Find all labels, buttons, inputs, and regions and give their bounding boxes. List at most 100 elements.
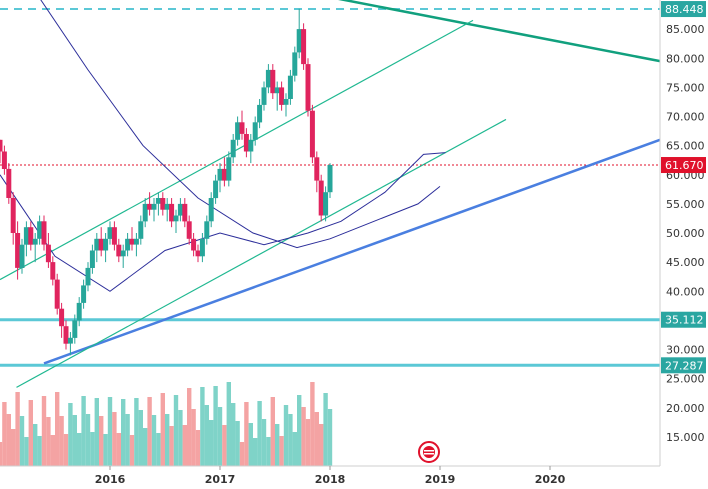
volume-bar [156,433,161,466]
candle-body [142,203,148,222]
candle-body [120,250,126,257]
price-badge-label: 61.670 [665,159,704,172]
candle-body [94,238,100,251]
volume-bar [165,414,170,466]
volume-bar [19,416,25,466]
volume-bar [209,420,214,466]
trendline [0,19,474,281]
volume-bar [2,402,7,466]
candle-body [147,203,153,210]
price-badge [661,1,706,18]
volume-bar [275,424,280,466]
y-tick-label: 45.000 [666,256,705,269]
candle-body [314,157,320,181]
volume-bar [244,402,249,466]
x-tick-label: 2017 [205,473,236,486]
candle-body [111,227,117,245]
volume-bar [160,393,165,466]
candle-body [59,308,65,327]
price-badge [661,357,706,374]
volume-bar [239,442,245,466]
volume-bar [283,405,289,466]
volume-bar [292,432,297,466]
candle-body [173,215,179,222]
volume-bar [187,388,192,466]
price-level-lines [0,8,660,367]
trendline [16,118,507,388]
volume-bar [11,429,16,466]
candle-body [270,69,276,94]
candle-body [72,320,78,338]
candle-body [177,203,183,216]
price-badge [661,311,706,328]
candle-body [164,203,170,210]
volume-bar [55,392,60,466]
candle-body [89,250,95,268]
volume-bar [107,397,113,466]
volume-bar [6,414,11,466]
candle-body [239,122,245,134]
candlesticks [0,8,333,356]
y-tick-label: 20.000 [666,402,705,415]
volume-bar [94,398,99,466]
candle-body [287,75,293,99]
candle-body [261,87,267,105]
y-tick-label: 50.000 [666,227,705,240]
candle-body [279,87,285,105]
volume-bar [288,414,293,466]
volume-bar [129,435,135,466]
volume-bar [231,403,236,466]
candle-body [155,198,161,204]
candle-body [15,233,21,268]
volume-bar [191,409,196,466]
candle-body [169,203,175,222]
volume-bar [301,407,306,466]
volume-bar [28,400,33,466]
candle-body [217,168,223,181]
y-tick-label: 15.000 [666,431,705,444]
y-tick-label: 85.000 [666,23,705,36]
candle-body [23,227,29,245]
candle-body [265,69,271,88]
volume-bar [138,410,143,466]
y-tick-label: 40.000 [666,285,705,298]
volume-bar [257,401,262,466]
candle-body [318,180,324,216]
volume-bar [72,415,77,466]
volume-bar [279,436,284,466]
y-tick-label: 75.000 [666,81,705,94]
candle-body [301,29,307,65]
candle-body [1,151,7,169]
volume-bar [217,407,223,466]
candle-body [45,244,51,263]
candle-body [133,238,139,245]
candle-body [257,104,263,123]
volume-bar [85,414,91,466]
volume-bar [235,421,240,466]
volume-bars [0,382,333,466]
candle-body [85,267,91,286]
candle-body [243,134,249,152]
moving-averages [0,0,446,292]
candle-body [10,198,16,233]
candle-body [208,198,214,222]
volume-bar [46,417,51,466]
volume-bar [305,419,311,466]
x-tick-label: 2020 [535,473,566,486]
volume-bar [24,437,29,466]
volume-bar [143,428,148,466]
candle-body [248,139,254,152]
candle-body [305,64,311,111]
candle-body [195,250,201,257]
candle-body [182,203,188,222]
volume-bar [41,396,47,466]
event-flag-icon[interactable] [418,441,440,463]
volume-bar [310,382,315,466]
moving-average-line [40,0,441,249]
price-level-badges: 88.448 61.670 35.112 27.287 [661,1,706,374]
volume-bar [178,410,183,466]
candle-body [107,227,113,239]
volume-bar [33,424,38,466]
candle-body [32,238,38,245]
